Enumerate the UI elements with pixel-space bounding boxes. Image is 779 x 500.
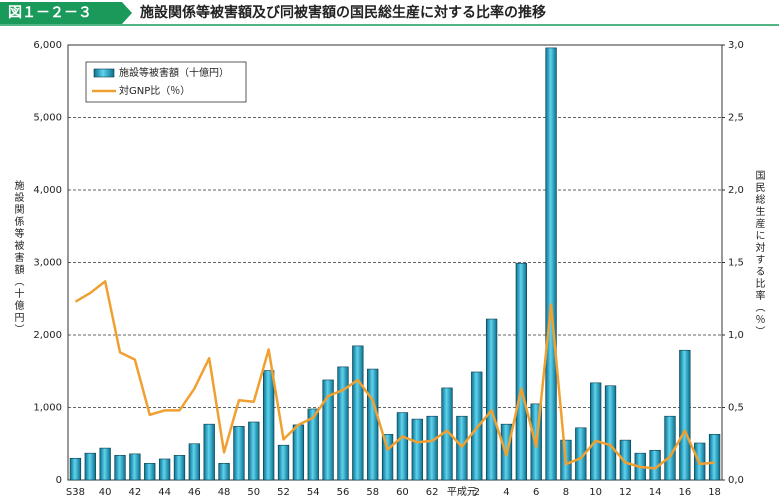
line [74,280,715,470]
bar [144,463,156,481]
bar [590,382,602,481]
bar [352,345,364,481]
bar [233,426,245,481]
figure-label: 図１－２－３ [8,5,92,21]
x-tick-label: 60 [396,487,409,498]
bar [456,415,468,481]
bar [307,408,319,481]
legend-label: 施設等被害額（十億円） [119,66,229,79]
bar [248,421,260,481]
bar [367,368,379,481]
x-tick-label: 48 [218,487,231,498]
y2-tick-label: 1,5 [728,258,744,269]
x-tick-label: 62 [426,487,439,498]
bar [173,455,186,481]
x-tick-label: 6 [533,487,539,498]
bar [708,434,721,481]
y2-tick-label: 2,0 [728,185,744,196]
bar [263,370,275,481]
y-tick-label: 4,000 [33,185,62,196]
y2-tick-label: 3,0 [728,40,744,51]
bar [679,349,691,481]
legend-label: 対GNP比（％） [119,84,190,97]
bar [515,262,527,481]
x-tick-label: 46 [188,487,201,498]
x-tick-label: 40 [99,487,112,498]
bar [218,463,230,481]
x-tick-label: 平成元 [447,486,477,498]
x-tick-label: 8 [563,487,569,498]
y2-tick-label: 1,0 [728,330,744,341]
bar [485,318,498,481]
x-tick-label: S38 [66,487,85,498]
bar [604,385,617,481]
y2-tick-label: 0,5 [728,403,744,414]
figure-label-box [0,2,132,24]
x-tick-label: 18 [708,487,721,498]
bar [84,452,96,481]
bar [188,443,200,481]
x-tick-label: 58 [366,487,379,498]
bar [129,453,141,481]
y-tick-label: 5,000 [33,113,62,124]
bar [545,47,557,481]
x-tick-label: 16 [678,487,691,498]
x-tick-label: 54 [307,487,320,498]
bar [203,423,215,481]
y-tick-label: 0 [56,475,62,486]
plot-frame [67,44,723,481]
chart-title: 施設関係等被害額及び同被害額の国民総生産に対する比率の推移 [140,4,546,21]
bar [426,415,438,481]
legend-swatch [93,68,115,78]
bar [277,444,290,481]
x-tick-label: 2 [474,487,480,498]
y2-tick-label: 0,0 [728,475,744,486]
y-tick-label: 6,000 [33,40,62,51]
bar [158,458,171,481]
y-tick-label: 2,000 [33,330,62,341]
bar [619,439,632,481]
bar [411,418,423,481]
y-tick-label: 3,000 [33,258,62,269]
x-tick-label: 14 [649,487,662,498]
bar [292,424,305,481]
x-tick-label: 4 [503,487,509,498]
y2-tick-label: 2,5 [728,113,744,124]
bar [381,434,394,481]
x-tick-label: 44 [158,487,171,498]
bar [114,455,126,481]
x-tick-label: 56 [337,487,350,498]
x-tick-label: 50 [247,487,260,498]
bar [99,447,111,481]
y2-axis-label: 国民総生産に対する比率（％） [753,170,765,338]
x-tick-label: 52 [277,487,290,498]
y-axis-label: 施設関係等被害額（十億円） [12,179,24,336]
legend-box [85,61,247,103]
bar [322,379,334,481]
x-tick-label: 42 [129,487,142,498]
y-tick-label: 1,000 [33,403,62,414]
bar [337,366,349,481]
bar [396,412,409,481]
x-tick-label: 12 [619,487,632,498]
bar [69,457,82,481]
x-tick-label: 10 [589,487,602,498]
